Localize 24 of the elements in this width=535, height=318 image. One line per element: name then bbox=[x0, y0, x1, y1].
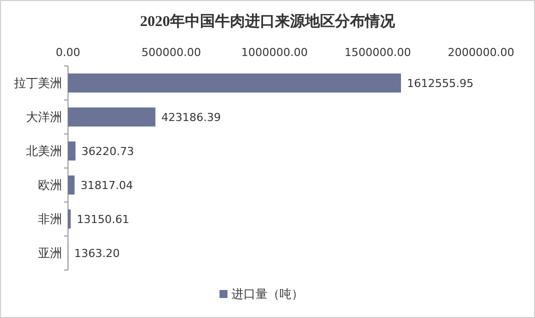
legend-label: 进口量（吨） bbox=[232, 287, 304, 301]
y-tick-label: 欧洲 bbox=[38, 178, 62, 192]
x-tick-label: 500000.00 bbox=[142, 46, 201, 59]
x-tick-label: 1500000.00 bbox=[344, 46, 411, 59]
data-label: 36220.73 bbox=[81, 145, 134, 158]
chart-title: 2020年中国牛肉进口来源地区分布情况 bbox=[140, 13, 396, 30]
x-tick-label: 1000000.00 bbox=[241, 46, 308, 59]
x-tick-label: 2000000.00 bbox=[448, 46, 514, 59]
y-tick-label: 亚洲 bbox=[38, 246, 62, 260]
data-label: 1612555.95 bbox=[406, 77, 474, 90]
bar bbox=[68, 209, 71, 229]
x-tick-label: 0.00 bbox=[56, 46, 80, 59]
y-tick-label: 非洲 bbox=[38, 212, 62, 226]
bar bbox=[68, 73, 401, 93]
data-label: 31817.04 bbox=[80, 179, 134, 192]
y-tick-label: 拉丁美洲 bbox=[14, 76, 62, 90]
y-tick-label: 大洋洲 bbox=[26, 110, 62, 124]
y-tick-label: 北美洲 bbox=[26, 144, 62, 158]
data-label: 423186.39 bbox=[161, 111, 221, 124]
bar bbox=[68, 141, 76, 161]
bar bbox=[68, 175, 75, 195]
data-label: 13150.61 bbox=[76, 213, 130, 226]
bar bbox=[68, 107, 156, 127]
data-label: 1363.20 bbox=[74, 247, 120, 260]
